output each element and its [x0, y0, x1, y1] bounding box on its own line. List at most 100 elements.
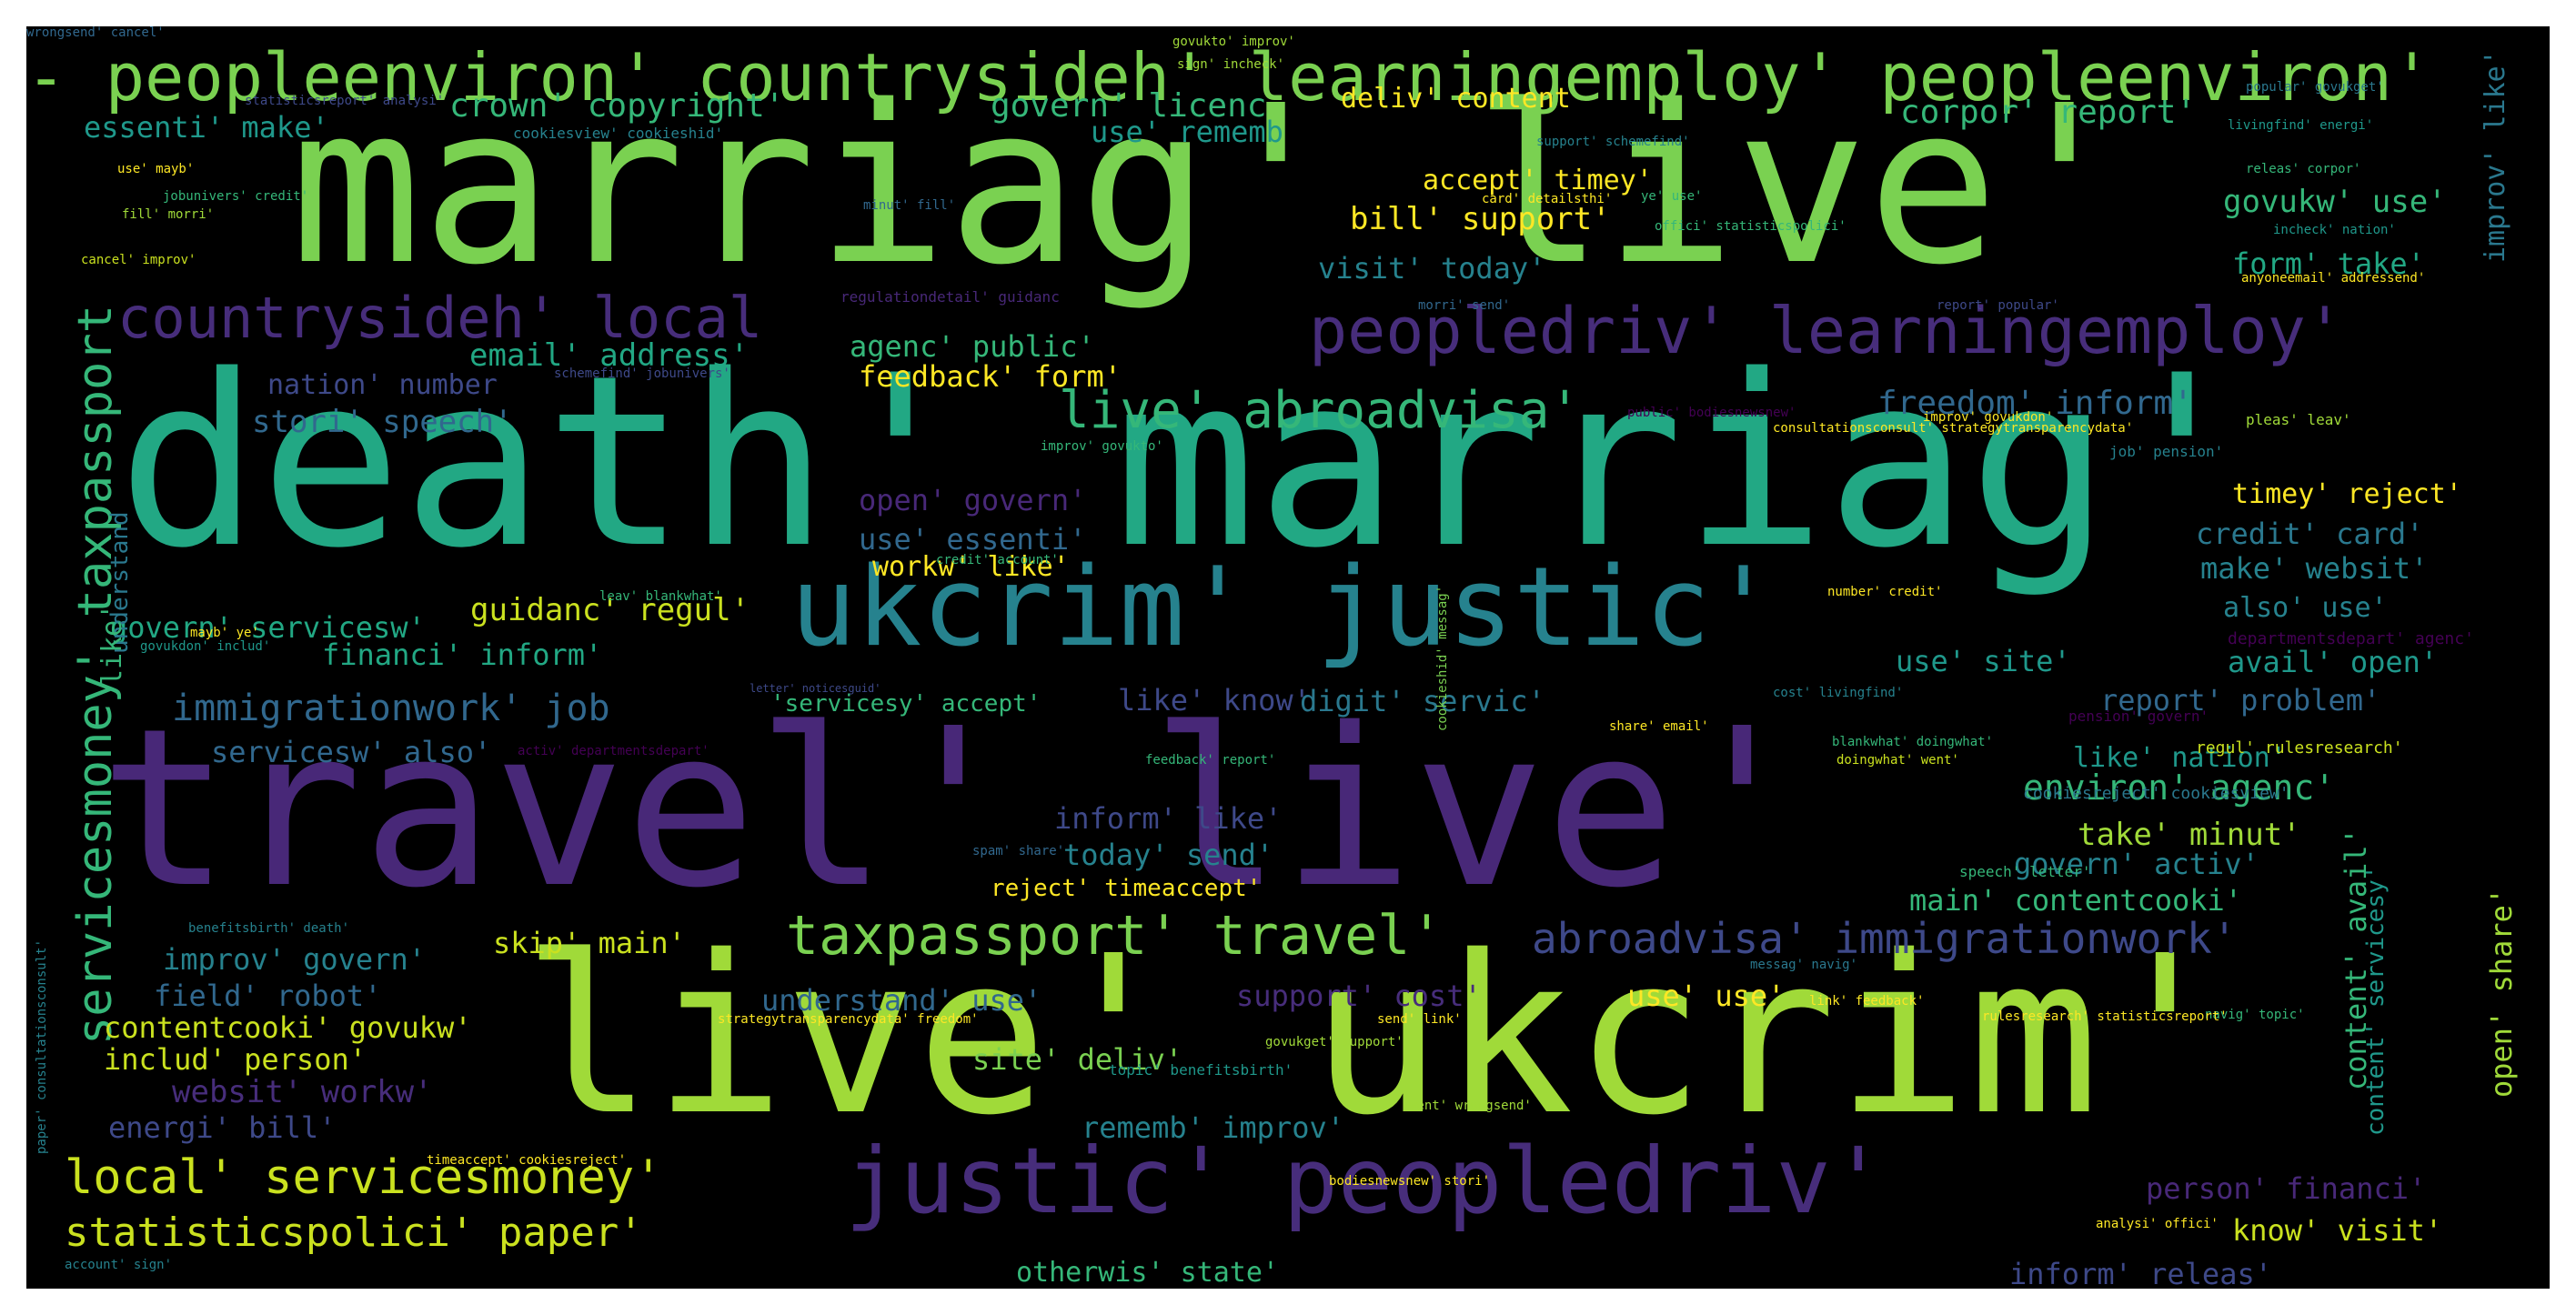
cloud-word: statisticspolici' paper'	[65, 1210, 643, 1256]
cloud-word: jobunivers' credit'	[163, 189, 309, 204]
cloud-word: departmentsdepart' agenc'	[2228, 629, 2474, 648]
cloud-word: account' sign'	[65, 1258, 173, 1272]
cloud-word: offici' statisticspolici'	[1655, 219, 1846, 234]
cloud-word: credit' card'	[2196, 517, 2424, 551]
cloud-word: live' abroadvisa'	[1059, 381, 1581, 440]
cloud-word: ye' use'	[1641, 189, 1703, 204]
cloud-word: link' feedback'	[1809, 994, 1925, 1009]
cloud-word: cancel' improv'	[81, 253, 196, 267]
cloud-word: doingwhat' went'	[1836, 753, 1959, 768]
cloud-word: govukto' improv'	[1172, 35, 1295, 49]
cloud-word: job' pension'	[2109, 443, 2224, 460]
cloud-word: main' contentcooki'	[1909, 883, 2243, 918]
cloud-word: letter' noticesguid'	[750, 682, 881, 695]
cloud-word: number' credit'	[1827, 585, 1943, 599]
cloud-word: feedback' report'	[1145, 753, 1276, 768]
cloud-word: use' essenti'	[859, 522, 1087, 557]
cloud-word: taxpassport' travel'	[786, 904, 1444, 968]
cloud-word: cookiesreject' cookiesview'	[2023, 784, 2289, 803]
cloud-word: minut' fill'	[863, 198, 956, 213]
cloud-word: cost' livingfind'	[1773, 686, 1904, 700]
cloud-word: person' financi'	[2146, 1171, 2427, 1206]
cloud-word: report' problem'	[2100, 683, 2381, 718]
cloud-word: crown' copyright'	[449, 87, 785, 125]
cloud-word: nation' number	[267, 369, 498, 401]
cloud-word: releas' corpor'	[2246, 162, 2361, 176]
cloud-word: agenc' public'	[850, 329, 1095, 364]
cloud-word: avail' open'	[2228, 645, 2439, 679]
cloud-word: benefitsbirth' death'	[188, 921, 350, 936]
cloud-word: schemefind' jobunivers'	[554, 366, 730, 381]
cloud-word: govukget' support'	[1265, 1035, 1404, 1049]
cloud-word: topic' benefitsbirth'	[1109, 1061, 1293, 1079]
cloud-word: livingfind' energi'	[2228, 118, 2374, 133]
cloud-word: environ' agenc'	[2023, 768, 2336, 808]
cloud-word: accept' timey'	[1423, 165, 1653, 196]
cloud-word: credit' account'	[936, 553, 1059, 567]
cloud-word: make' websit'	[2200, 551, 2429, 586]
cloud-word: peopledriv' learningemploy'	[1309, 294, 2344, 368]
cloud-word: support' cost'	[1236, 979, 1482, 1013]
cloud-word: local' servicesmoney'	[65, 1150, 663, 1205]
cloud-word: rulesresearch' statisticsreport'	[1982, 1009, 2228, 1024]
cloud-word: 'servicesy' accept'	[770, 690, 1041, 718]
cloud-word: content' servicesy'	[2362, 865, 2390, 1136]
cloud-word: card' detailsthi'	[1482, 192, 1613, 206]
cloud-word: went' wrongsend'	[1409, 1099, 1532, 1113]
cloud-word: consultationsconsult' strategytransparen…	[1773, 421, 2134, 436]
cloud-word: popular' govukget'	[2246, 80, 2384, 95]
cloud-word: blankwhat' doingwhat'	[1832, 735, 1994, 749]
cloud-word: messag' navig'	[1750, 958, 1858, 972]
cloud-word: includ' person'	[104, 1042, 367, 1077]
cloud-word: morri' send'	[1418, 298, 1511, 313]
cloud-word: mayb' ye'	[190, 626, 259, 640]
cloud-word: incheck' nation'	[2273, 223, 2396, 237]
cloud-word: activ' departmentsdepart'	[518, 744, 709, 758]
cloud-word: govern' servicesw'	[110, 610, 426, 645]
cloud-word: - peopleenviron' countrysideh' learninge…	[26, 39, 2432, 115]
cloud-word: use' mayb'	[117, 162, 195, 176]
cloud-word: bodiesnewsnew' stori'	[1329, 1174, 1491, 1189]
cloud-word: open' govern'	[859, 483, 1087, 517]
cloud-word: travel' live'	[99, 681, 1808, 936]
cloud-word: know' visit'	[2232, 1213, 2443, 1248]
cloud-word: email' address'	[469, 337, 750, 374]
cloud-word: sign' incheck'	[1177, 57, 1285, 72]
cloud-word: govukw' use'	[2223, 184, 2447, 220]
cloud-word: energi' bill'	[108, 1110, 337, 1145]
cloud-word: inform' like'	[1054, 801, 1283, 836]
cloud-word: wrongsend' cancel'	[26, 26, 165, 40]
cloud-word: anyoneemail' addressend'	[2241, 271, 2426, 286]
cloud-word: govern' activ'	[2014, 847, 2259, 881]
cloud-word: live' ukcrim'	[522, 908, 2231, 1163]
cloud-word: support' schemefind'	[1536, 135, 1690, 149]
cloud-word: guidanc' regul'	[470, 592, 750, 628]
cloud-word: regul' rulesresearch'	[2196, 738, 2403, 758]
cloud-word: inform' releas'	[2009, 1257, 2272, 1289]
cloud-word: site' deliv'	[972, 1042, 1183, 1077]
cloud-word: websit' workw'	[172, 1074, 433, 1110]
cloud-word: timey' reject'	[2232, 478, 2462, 510]
cloud-word: form' take'	[2232, 246, 2425, 281]
cloud-word: send' link'	[1377, 1012, 1462, 1027]
cloud-word: pension' govern'	[2068, 708, 2209, 725]
cloud-word: like'	[96, 603, 128, 686]
cloud-word: contentcooki' govukw'	[104, 1010, 472, 1045]
cloud-word: skip' main'	[493, 926, 686, 960]
cloud-word: digit' servic'	[1300, 684, 1545, 718]
cloud-word: reject' timeaccept'	[991, 875, 1262, 902]
cloud-word: stori' speech'	[252, 404, 513, 440]
cloud-word: justic' peopledriv'	[845, 1128, 1886, 1234]
cloud-word: regulationdetail' guidanc	[840, 288, 1060, 306]
cloud-word: take' minut'	[2078, 817, 2301, 853]
cloud-word: deliv' content	[1341, 83, 1571, 115]
cloud-word: understand' use'	[761, 983, 1042, 1018]
cloud-word: fill' morri'	[122, 207, 215, 222]
cloud-word: improv' govukdon'	[1923, 410, 2054, 425]
cloud-word: rememb' improv'	[1082, 1110, 1344, 1145]
cloud-word: timeaccept' cookiesreject'	[427, 1153, 627, 1168]
cloud-word: use' rememb	[1091, 115, 1283, 149]
cloud-word: freedom' inform'	[1877, 385, 2193, 422]
cloud-word: public' bodiesnewsnew'	[1627, 406, 1796, 420]
cloud-word: feedback' form'	[859, 359, 1122, 394]
